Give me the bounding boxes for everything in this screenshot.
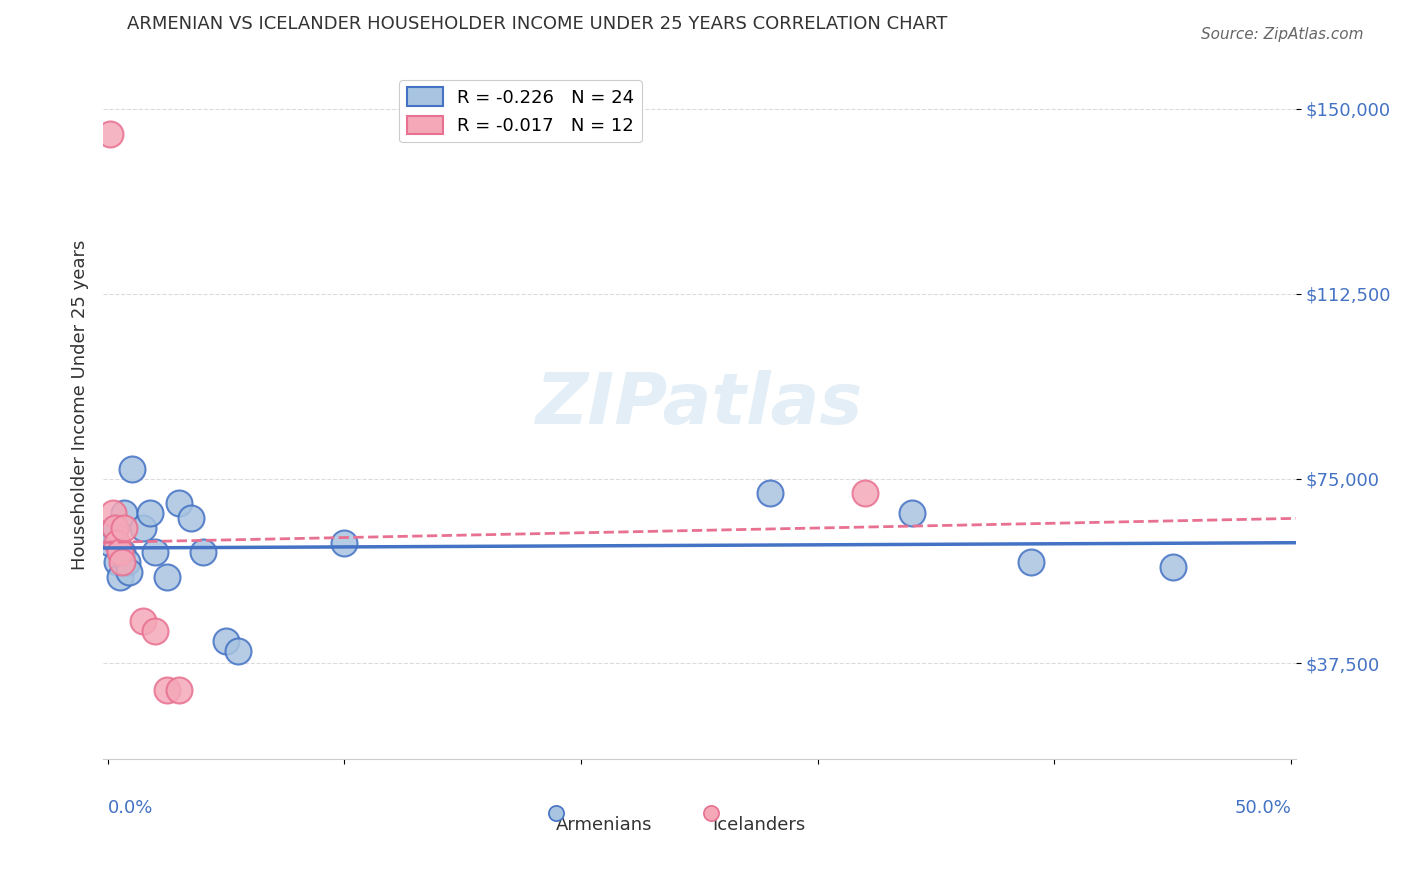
Point xyxy=(901,506,924,520)
Point xyxy=(132,615,155,629)
Point xyxy=(215,634,238,648)
Point xyxy=(167,496,190,510)
Point xyxy=(118,565,141,579)
Point xyxy=(101,531,124,545)
Point xyxy=(104,521,127,535)
Point xyxy=(112,521,135,535)
Point xyxy=(1303,841,1326,855)
Text: ARMENIAN VS ICELANDER HOUSEHOLDER INCOME UNDER 25 YEARS CORRELATION CHART: ARMENIAN VS ICELANDER HOUSEHOLDER INCOME… xyxy=(127,15,948,33)
Point xyxy=(995,841,1018,855)
Point xyxy=(759,486,782,500)
Text: 50.0%: 50.0% xyxy=(1234,799,1291,817)
Point xyxy=(111,545,134,559)
Point xyxy=(104,521,127,535)
Point xyxy=(1161,560,1184,574)
Legend: R = -0.226   N = 24, R = -0.017   N = 12: R = -0.226 N = 24, R = -0.017 N = 12 xyxy=(399,80,641,143)
Point xyxy=(108,570,131,584)
Text: Armenians: Armenians xyxy=(555,816,652,834)
Text: Source: ZipAtlas.com: Source: ZipAtlas.com xyxy=(1201,27,1364,42)
Text: 0.0%: 0.0% xyxy=(108,799,153,817)
Point xyxy=(108,545,131,559)
Point xyxy=(853,486,876,500)
Text: Icelanders: Icelanders xyxy=(713,816,806,834)
Point xyxy=(143,624,166,639)
Point xyxy=(112,506,135,520)
Point xyxy=(105,535,128,549)
Point xyxy=(101,506,124,520)
Point xyxy=(139,506,162,520)
Point xyxy=(167,683,190,698)
Point xyxy=(98,535,121,549)
Point xyxy=(121,461,143,475)
Text: ZIPatlas: ZIPatlas xyxy=(536,370,863,439)
Point xyxy=(132,521,155,535)
Point xyxy=(111,555,134,569)
Point xyxy=(115,555,138,569)
Point xyxy=(333,535,356,549)
Point xyxy=(143,545,166,559)
Point xyxy=(156,570,179,584)
Y-axis label: Householder Income Under 25 years: Householder Income Under 25 years xyxy=(72,239,89,570)
Point xyxy=(226,644,249,658)
Point xyxy=(156,683,179,698)
Point xyxy=(191,545,214,559)
Point xyxy=(1019,555,1042,569)
Point xyxy=(180,511,202,525)
Point xyxy=(98,127,121,141)
Point xyxy=(105,555,128,569)
